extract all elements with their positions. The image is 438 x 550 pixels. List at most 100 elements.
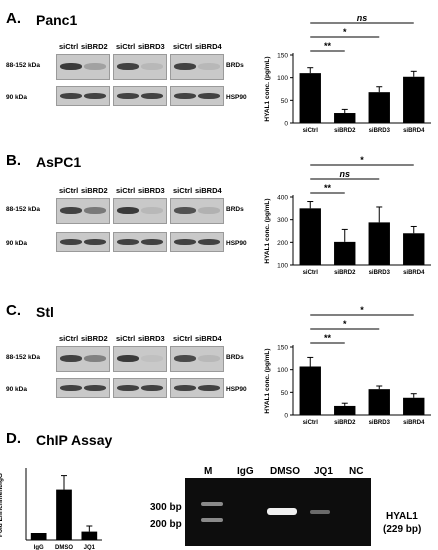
bar [368,389,390,415]
blot-band [174,63,196,70]
blot-target-label: BRDs [226,62,244,69]
blot-hsp90-strip [113,86,167,106]
blot-target-label: HSP90 [226,386,247,393]
gel-lane-dmso: DMSO [270,466,300,477]
significance-label: ** [324,333,332,343]
blot-lane-label: siCtrl [173,334,193,343]
blot-band [198,355,220,362]
significance-label: * [360,155,364,165]
gel-marker-band-300 [201,502,223,506]
y-tick-label: 0 [284,413,288,420]
y-axis-label: HYAL1 conc. (pg/mL) [264,198,271,263]
x-tick-label: JQ1 [84,545,96,550]
y-tick-label: 100 [277,263,288,270]
blot-band [84,239,106,245]
blot-lane-label: siCtrl [116,334,136,343]
blot-band [117,93,139,99]
blot-size-label: 90 kDa [6,240,27,247]
blot-lane-label: siBRD4 [195,334,222,343]
blot-lane-label: siBRD2 [81,186,108,195]
gel-product-size: (229 bp) [383,524,422,535]
blot-brd-strip [56,346,110,372]
panel-d: D. ChIP Assay Fold Enrichment/IgG IgG DMSO… [0,428,438,550]
blot-band [141,93,163,99]
bar [368,92,390,123]
blot-brd-strip [113,346,167,372]
blot-band [117,385,139,391]
panel-a: A. Panc1 siCtrl siBRD2 siCtrl siBRD3 siCtrl siB… [0,8,438,138]
y-axis-label: HYAL1 conc. (pg/mL) [264,56,271,121]
blot-band [117,63,139,70]
x-tick-label: siBRD2 [334,270,356,276]
hyal1-bar-chart: 0 50 100 150 HYAL1 conc. (pg/mL) siCtrl siBRD2… [264,305,431,426]
y-tick-label: 100 [277,75,288,82]
blot-band [174,385,196,391]
blot-lane-label: siBRD4 [195,186,222,195]
x-tick-label: siBRD3 [369,128,391,134]
blot-lane-label: siBRD2 [81,334,108,343]
blot-lane-label: siCtrl [59,334,79,343]
blot-size-label: 88-152 kDa [6,206,40,213]
x-tick-label: siBRD2 [334,128,356,134]
bar [403,233,425,265]
blot-band [60,355,82,362]
x-tick-label: siCtrl [303,270,319,276]
bar [30,533,47,540]
blot-hsp90-strip [56,378,110,398]
gel-marker-300: 300 bp [150,502,182,513]
blot-band [84,93,106,99]
blot-size-label: 88-152 kDa [6,354,40,361]
bar [299,73,321,123]
significance-label: ns [357,13,368,23]
hyal1-bar-chart: 100 200 300 400 HYAL1 conc. (pg/mL) siCtrl siB… [264,155,431,276]
blot-band [141,355,163,362]
gel-marker-band-200 [201,518,223,522]
blot-size-label: 88-152 kDa [6,62,40,69]
blot-lane-label: siCtrl [173,42,193,51]
blot-lane-label: siBRD2 [81,42,108,51]
x-tick-label: siBRD3 [369,420,391,426]
blot-target-label: HSP90 [226,94,247,101]
blot-lane-label: siCtrl [59,186,79,195]
blot-lane-label: siBRD3 [138,186,165,195]
chip-bar-chart: Fold Enrichment/IgG IgG DMSO JQ1 [0,468,102,550]
blot-band [198,93,220,99]
panel-title: Panc1 [36,12,78,28]
y-tick-label: 300 [277,217,288,224]
blot-band [60,385,82,391]
y-tick-label: 150 [277,53,288,60]
y-tick-label: 100 [277,367,288,374]
blot-brd-strip [56,198,110,224]
blot-band [60,239,82,245]
blot-band [198,239,220,245]
y-tick-label: 150 [277,345,288,352]
gel-gene-label: HYAL1 [386,511,418,522]
blot-brd-strip [170,346,224,372]
blot-brd-strip [56,54,110,80]
blot-hsp90-strip [113,232,167,252]
gel-lane-m: M [204,466,213,477]
blot-band [174,239,196,245]
x-tick-label: siBRD4 [403,128,425,134]
blot-size-label: 90 kDa [6,94,27,101]
x-tick-label: siBRD2 [334,420,356,426]
blot-band [141,385,163,391]
y-tick-label: 200 [277,240,288,247]
significance-label: * [343,27,347,37]
significance-label: * [343,319,347,329]
panel-letter: C. [6,302,21,319]
gel-band-dmso [267,508,297,515]
blot-target-label: BRDs [226,354,244,361]
gel-band-jq1 [310,510,330,514]
blot-band [84,385,106,391]
y-tick-label: 50 [281,390,289,397]
blot-size-label: 90 kDa [6,386,27,393]
blot-brd-strip [113,54,167,80]
blot-band [198,385,220,391]
blot-lane-label: siBRD4 [195,42,222,51]
panel-letter: A. [6,10,21,27]
blot-hsp90-strip [170,378,224,398]
bar [403,76,425,123]
blot-hsp90-strip [56,86,110,106]
blot-lane-label: siCtrl [173,186,193,195]
